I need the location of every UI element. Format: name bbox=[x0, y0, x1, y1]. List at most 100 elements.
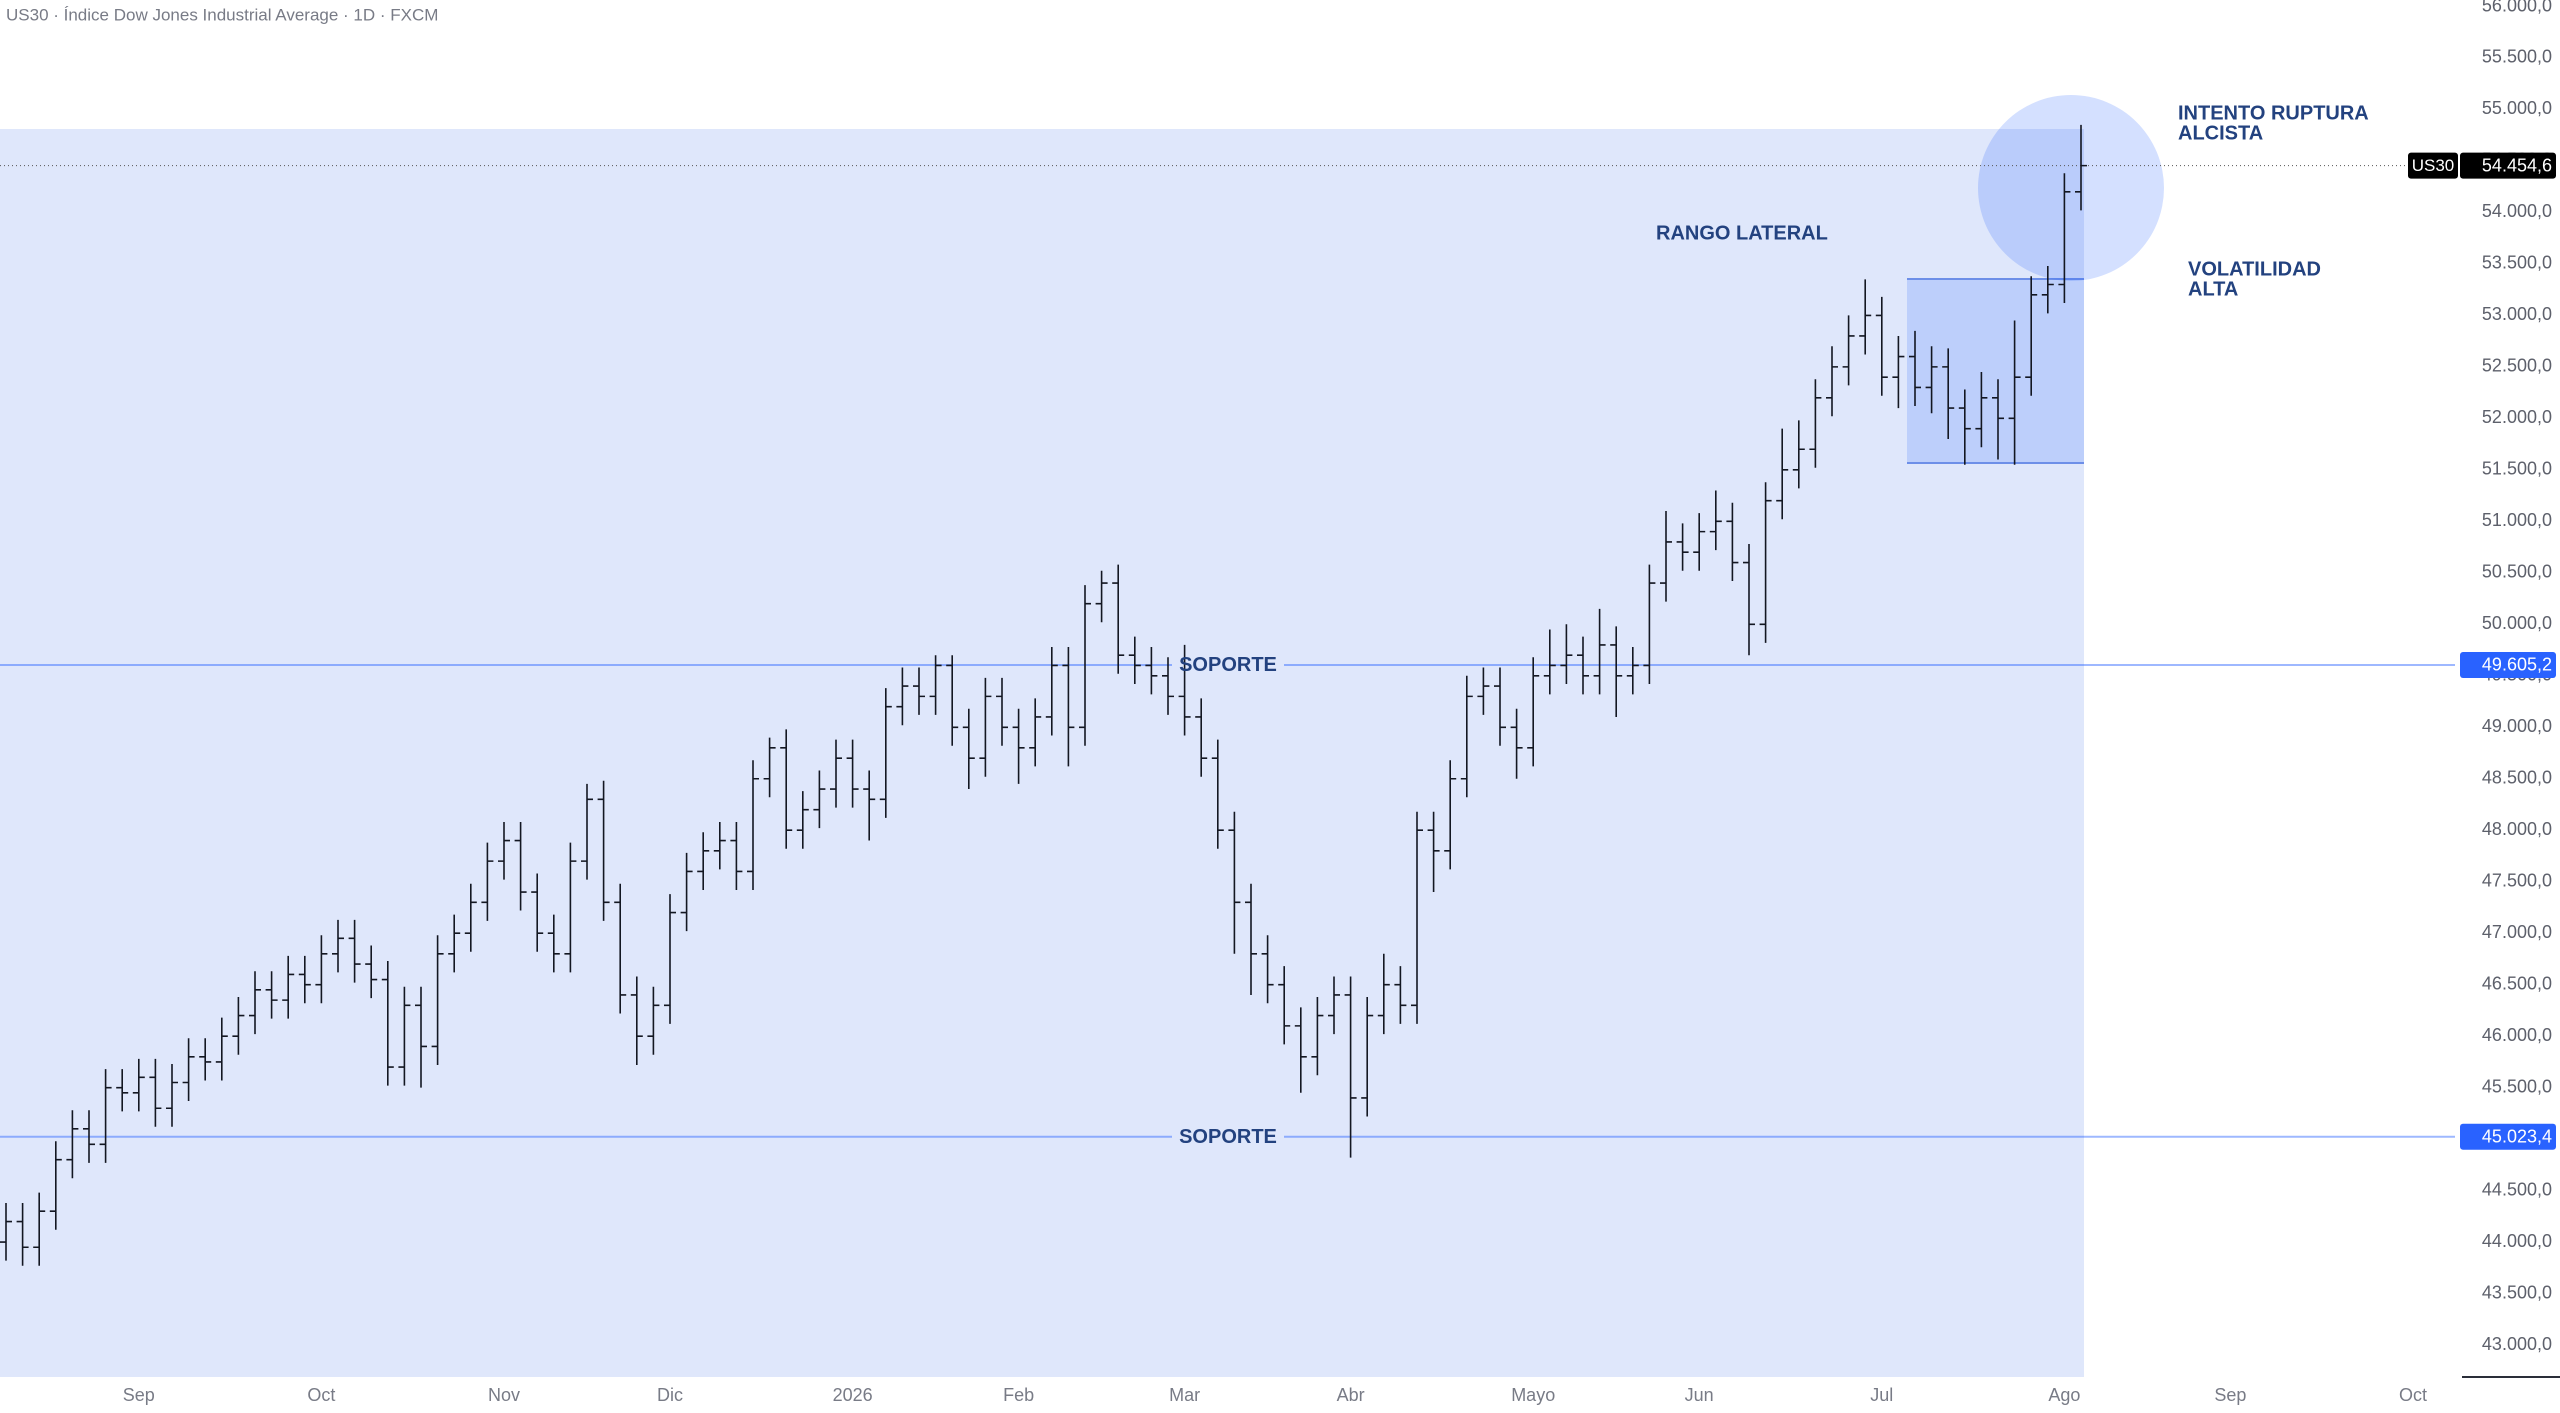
x-tick-label: Sep bbox=[2214, 1385, 2246, 1405]
ohlc-bar bbox=[99, 1069, 112, 1163]
y-tick-label: 55.500,0 bbox=[2482, 47, 2552, 67]
ohlc-bar bbox=[2025, 276, 2038, 396]
annotation: RANGO LATERAL bbox=[1656, 222, 1828, 244]
ohlc-bar bbox=[431, 935, 444, 1065]
y-tick-label: 51.500,0 bbox=[2482, 459, 2552, 479]
ohlc-bar bbox=[1344, 976, 1357, 1158]
ohlc-bar bbox=[182, 1038, 195, 1102]
ohlc-bar bbox=[1460, 675, 1473, 798]
ohlc-bar bbox=[896, 667, 909, 726]
ohlc-bar bbox=[664, 894, 676, 1024]
y-tick-label: 50.500,0 bbox=[2482, 562, 2552, 582]
plot bbox=[0, 124, 2455, 1266]
ohlc-bar bbox=[66, 1110, 79, 1179]
ohlc-bar bbox=[1444, 760, 1457, 870]
ohlc-bar bbox=[1577, 636, 1589, 695]
ohlc-bar bbox=[1543, 629, 1556, 695]
ohlc-bar bbox=[1195, 698, 1208, 777]
ohlc-bar bbox=[929, 655, 942, 715]
ohlc-bar bbox=[747, 760, 759, 890]
y-tick-label: 54.000,0 bbox=[2482, 201, 2552, 221]
ohlc-bar bbox=[680, 852, 693, 932]
y-tick-label: 53.500,0 bbox=[2482, 253, 2552, 273]
ohlc-bar bbox=[1112, 564, 1125, 674]
ohlc-bar bbox=[1892, 335, 1905, 409]
ohlc-bar bbox=[1245, 883, 1257, 995]
ohlc-bar bbox=[49, 1141, 62, 1230]
support-label: SOPORTE bbox=[1179, 1126, 1277, 1148]
ohlc-bar bbox=[1510, 708, 1523, 779]
y-tick-label: 47.500,0 bbox=[2482, 870, 2552, 890]
ohlc-bar bbox=[1992, 379, 2004, 460]
support-label-bg bbox=[1172, 650, 1284, 679]
x-tick-label: 2026 bbox=[833, 1385, 873, 1405]
highlight-zone bbox=[0, 129, 2084, 1377]
ohlc-bar bbox=[796, 791, 809, 849]
ohlc-bar bbox=[1228, 811, 1241, 954]
ohlc-bar bbox=[780, 729, 793, 849]
ohlc-bar bbox=[996, 677, 1008, 746]
y-tick-label: 43.000,0 bbox=[2482, 1334, 2552, 1354]
ohlc-bar bbox=[1328, 976, 1340, 1035]
x-tick-label: Feb bbox=[1003, 1385, 1034, 1405]
annotation: INTENTO RUPTURA bbox=[2178, 102, 2369, 124]
ohlc-bar bbox=[1045, 646, 1058, 736]
ohlc-bar bbox=[448, 914, 461, 973]
chart-title: US30 · Índice Dow Jones Industrial Avera… bbox=[6, 5, 438, 24]
ohlc-bar bbox=[1527, 657, 1540, 767]
annotation: VOLATILIDAD bbox=[2188, 258, 2321, 280]
ohlc-bar bbox=[381, 961, 394, 1086]
ohlc-bar bbox=[830, 739, 842, 808]
ohlc-bar bbox=[16, 1202, 29, 1266]
y-tick-label: 46.000,0 bbox=[2482, 1025, 2552, 1045]
ohlc-bar bbox=[713, 821, 726, 870]
ohlc-bar bbox=[132, 1058, 145, 1112]
ohlc-bar bbox=[1759, 482, 1772, 643]
x-tick-label: Abr bbox=[1337, 1385, 1365, 1405]
ohlc-bar bbox=[332, 919, 344, 973]
ohlc-bar bbox=[1178, 644, 1191, 736]
ohlc-bar bbox=[481, 842, 494, 921]
ohlc-bar bbox=[879, 688, 892, 818]
ohlc-bar bbox=[1145, 646, 1158, 695]
ohlc-bar bbox=[863, 770, 876, 841]
ohlc-bar bbox=[282, 955, 295, 1019]
x-tick-label: Nov bbox=[488, 1385, 520, 1405]
ohlc-bar bbox=[2058, 173, 2071, 304]
ohlc-bar bbox=[33, 1192, 46, 1266]
ohlc-bar bbox=[1842, 315, 1855, 386]
ohlc-bar bbox=[1128, 636, 1141, 685]
ohlc-bar bbox=[1958, 389, 1971, 465]
ohlc-bar bbox=[1942, 348, 1955, 439]
x-tick-label: Jun bbox=[1685, 1385, 1714, 1405]
ohlc-bar bbox=[232, 997, 245, 1055]
ohlc-bar bbox=[1029, 698, 1042, 767]
x-tick-label: Dic bbox=[657, 1385, 683, 1405]
ohlc-bar bbox=[199, 1038, 212, 1081]
support-label-bg bbox=[1172, 1122, 1284, 1151]
ohlc-bar bbox=[249, 971, 261, 1035]
ohlc-bar bbox=[1394, 966, 1407, 1024]
ohlc-bar bbox=[215, 1017, 228, 1081]
price-tag bbox=[2460, 651, 2556, 678]
y-tick-label: 46.500,0 bbox=[2482, 973, 2552, 993]
annotation: ALCISTA bbox=[2178, 122, 2263, 144]
ohlc-bar bbox=[1079, 585, 1091, 746]
ohlc-bar bbox=[630, 976, 643, 1065]
y-tick-label: 50.000,0 bbox=[2482, 613, 2552, 633]
ohlc-bar bbox=[1062, 646, 1075, 767]
ohlc-bar bbox=[1560, 624, 1573, 685]
price-tag-label: 54.454,6 bbox=[2482, 155, 2552, 175]
ohlc-bar bbox=[1709, 490, 1722, 551]
ohlc-bar bbox=[846, 739, 859, 808]
ohlc-bar bbox=[1162, 657, 1174, 715]
ohlc-bar bbox=[1743, 543, 1755, 656]
x-tick-label: Jul bbox=[1870, 1385, 1893, 1405]
ohlc-bar bbox=[581, 783, 593, 880]
ohlc-bar bbox=[1610, 626, 1623, 717]
ohlc-bar bbox=[1294, 1007, 1307, 1093]
ohlc-bar bbox=[1975, 372, 1988, 448]
ohlc-bar bbox=[913, 667, 925, 715]
